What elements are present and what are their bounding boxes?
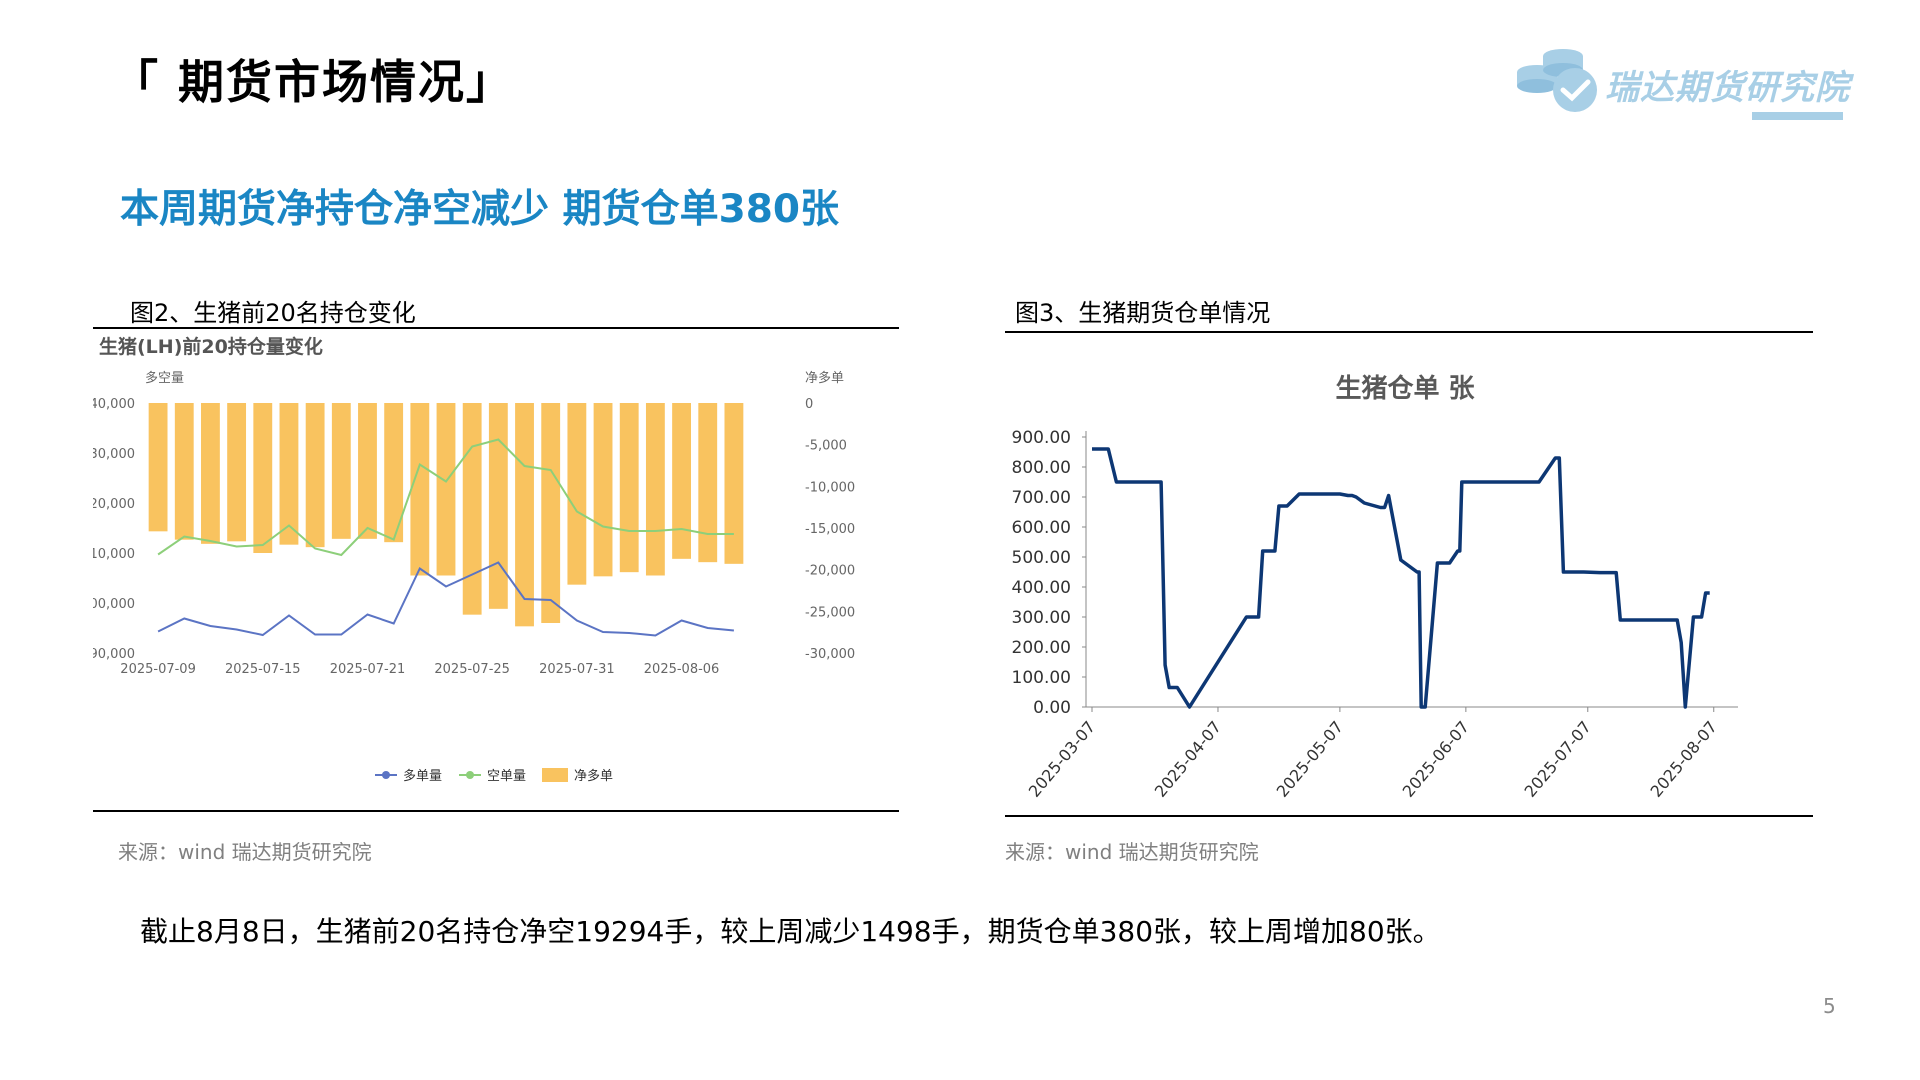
- net-long-bar: [724, 403, 744, 564]
- chart1-ytick-left: 130,000: [93, 447, 135, 462]
- chart2-xtick: 2025-05-07: [1273, 717, 1347, 800]
- chart2-ytick: 100.00: [1012, 668, 1071, 688]
- net-long-bar: [279, 403, 299, 545]
- chart2-ytick: 900.00: [1012, 428, 1071, 448]
- series-line-short: [157, 438, 734, 557]
- logo-underline: [1752, 112, 1843, 120]
- net-long-bar: [515, 403, 534, 627]
- chart1-ytick-left: 140,000: [93, 397, 135, 412]
- net-long-bar: [672, 403, 691, 559]
- figure-3-caption: 图3、生猪期货仓单情况: [1015, 299, 1271, 327]
- net-long-bar: [645, 403, 665, 576]
- net-long-bar: [567, 403, 587, 585]
- warehouse-receipts-line: [1092, 447, 1710, 709]
- net-long-bar: [488, 403, 508, 609]
- net-long-bar: [148, 403, 168, 532]
- figure-3-bottom-rule: [1005, 815, 1813, 817]
- chart2-ytick: 300.00: [1012, 608, 1071, 628]
- chart2-title: 生猪仓单 张: [1335, 373, 1475, 404]
- net-long-bar: [331, 403, 351, 539]
- page-title: 「 期货市场情况」: [112, 55, 515, 109]
- chart1-xtick: 2025-08-06: [644, 662, 720, 677]
- net-long-bar: [305, 403, 325, 548]
- chart1-ytick-right: 0: [805, 397, 813, 412]
- legend-long-marker: [382, 771, 390, 779]
- chart1-ytick-left: 120,000: [93, 497, 135, 512]
- chart2-xtick: 2025-08-07: [1646, 717, 1720, 800]
- chart1-ytick-right: -25,000: [805, 605, 855, 620]
- net-long-bar: [698, 403, 718, 563]
- chart1-xtick: 2025-07-15: [225, 662, 301, 677]
- chart2-ytick: 700.00: [1012, 488, 1071, 508]
- net-long-bar: [384, 403, 404, 543]
- legend-net: 净多单: [574, 768, 613, 784]
- chart1-ytick-right: -20,000: [805, 564, 855, 579]
- legend-short-marker: [466, 771, 474, 779]
- net-long-bar: [358, 403, 377, 539]
- figure-2-caption: 图2、生猪前20名持仓变化: [130, 299, 416, 327]
- chart1-ytick-right: -10,000: [805, 480, 855, 495]
- chart1-xtick: 2025-07-21: [330, 662, 406, 677]
- chart2-ytick: 400.00: [1012, 578, 1071, 598]
- net-long-bar: [227, 403, 247, 542]
- net-long-bar: [462, 403, 482, 615]
- chart2-ytick: 500.00: [1012, 548, 1071, 568]
- chart1-left-axis-label: 多空量: [145, 370, 184, 386]
- chart1-xtick: 2025-07-25: [434, 662, 510, 677]
- chart2-ytick: 800.00: [1012, 458, 1071, 478]
- legend-net-marker: [542, 768, 568, 782]
- net-long-bar: [593, 403, 613, 577]
- summary-text: 截止8月8日，生猪前20名持仓净空19294手，较上周减少1498手，期货仓单3…: [140, 915, 1441, 948]
- chart2-xtick: 2025-07-07: [1521, 717, 1595, 800]
- warehouse-receipts-chart: 生猪仓单 张 900.00 800.00 700.00 600.00 500.00 400…: [1012, 373, 1738, 801]
- figure-2-bottom-rule: [93, 810, 899, 812]
- figure-3-source: 来源：wind 瑞达期货研究院: [1005, 840, 1259, 864]
- page-number: 5: [1823, 994, 1836, 1018]
- chart2-ytick: 600.00: [1012, 518, 1071, 538]
- figure-3-top-rule: [1005, 331, 1813, 333]
- net-long-bar: [253, 403, 273, 553]
- net-long-bar: [541, 403, 561, 623]
- chart2-xtick: 2025-04-07: [1151, 717, 1225, 800]
- figure-2-top-rule: [93, 327, 899, 329]
- net-long-bar: [436, 403, 456, 576]
- legend-short: 空单量: [487, 769, 526, 784]
- chart1-right-axis-label: 净多单: [805, 370, 844, 386]
- legend-long: 多单量: [403, 768, 442, 784]
- positions-chart: 生猪(LH)前20持仓量变化 多空量 净多单 140,000 130,000 120…: [93, 335, 855, 784]
- net-long-bar: [174, 403, 194, 540]
- net-long-bar: [619, 403, 639, 573]
- chart2-ytick: 200.00: [1012, 638, 1071, 658]
- chart2-xtick: 2025-06-07: [1399, 717, 1473, 800]
- chart1-xtick: 2025-07-09: [120, 662, 196, 677]
- chart2-ytick: 0.00: [1033, 698, 1071, 718]
- net-long-bar: [410, 403, 430, 576]
- chart2-xtick: 2025-03-07: [1025, 717, 1099, 800]
- chart1-ytick-left: 90,000: [93, 647, 135, 662]
- headline: 本周期货净持仓净空减少 期货仓单380张: [120, 187, 839, 232]
- series-line-long: [157, 561, 734, 637]
- chart1-title: 生猪(LH)前20持仓量变化: [99, 335, 323, 358]
- chart1-ytick-left: 100,000: [93, 597, 135, 612]
- chart1-ytick-right: -5,000: [805, 439, 847, 454]
- chart1-ytick-right: -15,000: [805, 522, 855, 537]
- net-long-bar: [201, 403, 220, 544]
- chart1-xtick: 2025-07-31: [539, 662, 615, 677]
- chart1-ytick-right: -30,000: [805, 647, 855, 662]
- logo-coins-icon: [1517, 49, 1597, 112]
- chart1-ytick-left: 110,000: [93, 547, 135, 562]
- logo-text: 瑞达期货研究院: [1605, 68, 1850, 108]
- figure-2-source: 来源：wind 瑞达期货研究院: [118, 840, 372, 864]
